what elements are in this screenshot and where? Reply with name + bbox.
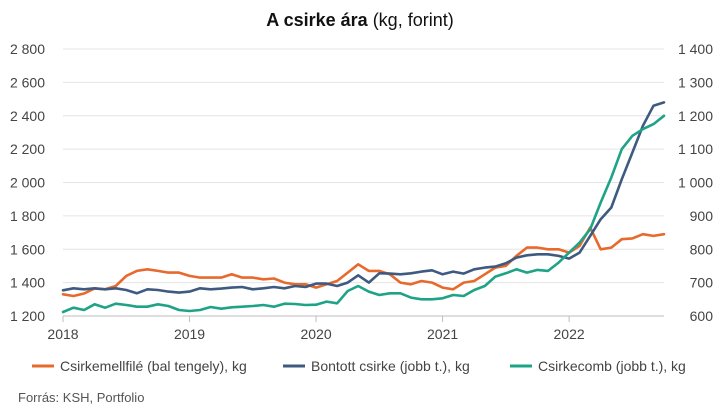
series-line-2 (61, 101, 666, 295)
left-axis-tick-label: 2 400 (10, 108, 45, 124)
right-axis-tick-label: 1 000 (678, 175, 713, 191)
legend-label: Bontott csirke (jobb t.), kg (311, 358, 470, 374)
right-axis-ticks: 600 700 800 900 1 000 1 100 1 200 1 300 1 400 (678, 41, 713, 324)
x-axis-tick-label: 2019 (174, 326, 205, 342)
left-axis-tick-label: 1 400 (10, 275, 45, 291)
series-lines (61, 101, 666, 314)
series-line-3 (61, 114, 666, 314)
right-axis-tick-label: 1 200 (678, 108, 713, 124)
right-axis-tick-label: 600 (690, 308, 714, 324)
source-note: Forrás: KSH, Portfolio (18, 390, 144, 405)
right-axis-tick-label: 700 (690, 275, 714, 291)
legend-label: Csirkecomb (jobb t.), kg (538, 358, 686, 374)
left-axis-tick-label: 1 800 (10, 208, 45, 224)
series-line-1 (61, 226, 666, 298)
left-axis-tick-label: 1 600 (10, 241, 45, 257)
x-axis-tick-label: 2018 (47, 326, 78, 342)
left-axis-tick-label: 2 000 (10, 175, 45, 191)
legend-label: Csirkemellfilé (bal tengely), kg (60, 358, 247, 374)
left-axis-tick-label: 2 200 (10, 141, 45, 157)
left-axis-tick-label: 1 200 (10, 308, 45, 324)
left-axis-ticks: 1 200 1 400 1 600 1 800 2 000 2 200 2 400 2 600… (10, 41, 45, 324)
legend: Csirkemellfilé (bal tengely), kg Bontott … (32, 358, 686, 374)
left-axis-tick-label: 2 800 (10, 41, 45, 57)
left-axis-tick-label: 2 600 (10, 74, 45, 90)
right-axis-tick-label: 900 (690, 208, 714, 224)
x-axis-tick-label: 2021 (427, 326, 458, 342)
right-axis-tick-label: 800 (690, 241, 714, 257)
right-axis-tick-label: 1 100 (678, 141, 713, 157)
gridlines (63, 48, 664, 284)
chart-title: A csirke ára (kg, forint) (266, 10, 453, 30)
right-axis-tick-label: 1 400 (678, 41, 713, 57)
chart-title-bold: A csirke ára (266, 10, 368, 30)
x-axis-tick-label: 2022 (554, 326, 585, 342)
x-axis-tick-label: 2020 (300, 326, 331, 342)
x-axis-ticks: 2018 2019 2020 2021 2022 (47, 316, 585, 342)
chart-title-rest: (kg, forint) (368, 10, 454, 30)
right-axis-tick-label: 1 300 (678, 74, 713, 90)
